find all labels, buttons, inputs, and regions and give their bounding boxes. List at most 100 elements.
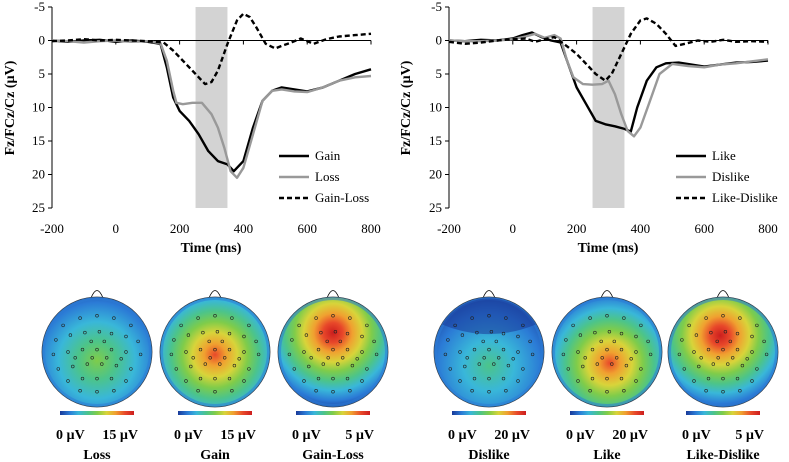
electrode-marker (78, 389, 82, 393)
head-rim (278, 297, 388, 407)
electrode-marker (326, 356, 330, 360)
electrode-marker (726, 362, 730, 366)
electrode-marker (331, 376, 335, 381)
head-rim (552, 297, 662, 407)
electrode-marker (242, 379, 246, 383)
electrode-marker (481, 339, 485, 344)
electrode-marker (516, 350, 520, 354)
colorbar (686, 411, 760, 415)
electrode-marker (68, 333, 73, 337)
electrode-marker (254, 339, 258, 344)
electrode-marker (365, 323, 369, 328)
electrode-marker (109, 347, 114, 352)
legend-label: Gain-Loss (315, 190, 369, 205)
y-axis-title: Fz/FCz/Cz (µV) (3, 60, 18, 155)
electrode-marker (697, 364, 701, 369)
legend-label: Like (712, 148, 736, 163)
electrode-marker (745, 357, 749, 361)
x-tick-label: -200 (40, 221, 64, 236)
analysis-window-shade (195, 7, 228, 208)
electrode-marker (319, 330, 323, 335)
electrode-marker (124, 334, 128, 339)
electrode-marker (487, 347, 491, 352)
topomap-like-dislike: 0 µV 5 µV Like-Dislike (667, 290, 779, 462)
electrode-marker (360, 379, 364, 383)
electrode-marker (89, 339, 93, 344)
colorbar (178, 411, 252, 415)
electrode-marker (721, 390, 725, 394)
electrode-marker (66, 350, 70, 354)
electrode-marker (360, 350, 364, 354)
electrode-marker (336, 362, 340, 366)
electrode-marker (90, 356, 94, 360)
electrode-marker (220, 339, 225, 344)
nose-outline (482, 290, 496, 299)
electrode-marker (482, 356, 486, 360)
electrode-marker (699, 356, 703, 360)
y-axis-title: Fz/FCz/Cz (µV) (399, 60, 414, 155)
electrode-marker (600, 356, 604, 360)
electrode-marker (112, 389, 116, 393)
electrode-marker (198, 376, 203, 381)
electrode-marker (345, 331, 350, 336)
electrode-marker (83, 330, 87, 335)
electrode-marker (223, 356, 227, 360)
electrode-marker (595, 362, 599, 366)
electrode-marker (704, 389, 708, 393)
electrode-marker (73, 356, 77, 360)
electrode-marker (186, 333, 191, 337)
electrode-marker (501, 331, 506, 336)
electrode-marker (307, 364, 311, 369)
electrode-marker (227, 347, 232, 352)
colorbar-min-label: 0 µV (174, 428, 203, 443)
x-tick-label: 600 (694, 221, 714, 236)
topomap-gain: 0 µV 15 µV Gain (159, 290, 271, 462)
electrode-marker (287, 352, 292, 357)
electrode-marker (576, 350, 580, 354)
electrode-marker (345, 376, 350, 381)
electrode-marker (338, 339, 342, 344)
topomap-gain-loss: 0 µV 5 µV Gain-Loss (277, 290, 389, 462)
erp-chart-like-dislike: Fz/FCz/Cz (µV) Time (ms) -5 0 5 10 15 20 25 -20… (399, 0, 778, 256)
electrode-marker (610, 362, 614, 366)
electrode-marker (489, 330, 494, 334)
electrode-marker (634, 379, 638, 383)
series-line-like-dislike (448, 17, 769, 82)
electrode-marker (179, 323, 183, 328)
electrode-marker (465, 356, 469, 360)
nose-outline (716, 290, 730, 299)
topomap-dislike: 0 µV 20 µV Dislike (433, 290, 545, 462)
y-tick-label: 15 (32, 133, 45, 148)
nose-outline (90, 290, 104, 299)
x-tick-label: 600 (297, 221, 317, 236)
electrode-marker (614, 356, 619, 360)
electrode-marker (692, 350, 696, 354)
electrode-marker (735, 331, 740, 336)
frontal-negative-region (442, 298, 536, 335)
electrode-marker (599, 339, 603, 344)
electrode-marker (564, 338, 568, 342)
electrode-marker (247, 367, 251, 371)
electrode-marker (593, 330, 597, 335)
x-tick-label: 800 (361, 221, 381, 236)
legend-label: Loss (315, 169, 340, 184)
electrode-marker (571, 323, 575, 328)
electrode-marker (750, 334, 754, 339)
electrode-marker (348, 389, 352, 393)
topomap-label: Loss (83, 448, 111, 462)
series-line-loss (51, 39, 372, 180)
colorbar-max-label: 5 µV (345, 428, 374, 443)
electrode-marker (331, 314, 335, 318)
electrode-marker (100, 362, 104, 366)
legend-label: Gain (315, 148, 341, 163)
electrode-marker (680, 338, 684, 342)
electrode-marker (504, 389, 508, 393)
series-line-dislike (448, 32, 769, 138)
electrode-marker (738, 316, 742, 320)
electrode-marker (85, 362, 90, 366)
electrode-marker (247, 323, 251, 328)
y-tick-label: 0 (436, 33, 443, 48)
electrode-marker (227, 331, 232, 336)
electrode-marker (470, 389, 474, 393)
electrode-marker (309, 356, 313, 360)
